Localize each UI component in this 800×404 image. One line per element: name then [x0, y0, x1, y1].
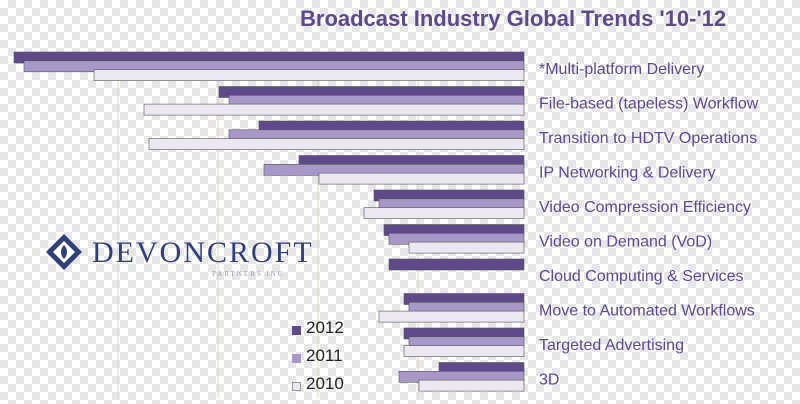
- logo-tagline: PARTNERS INC: [212, 270, 285, 278]
- logo-mark-icon: [46, 234, 82, 270]
- bar-2010-1: [143, 103, 525, 116]
- category-labels: *Multi-platform Delivery File-based (tape…: [539, 61, 759, 389]
- bars: [13, 51, 525, 392]
- logo-wordmark: DEVONCROFT: [92, 236, 314, 269]
- category-label-9: 3D: [539, 372, 559, 389]
- category-label-4: Video Compression Efficiency: [539, 199, 751, 216]
- category-label-8: Targeted Advertising: [539, 337, 684, 354]
- bar-2010-2: [148, 138, 525, 150]
- bar-2010-7: [378, 310, 525, 323]
- legend-item-2011: 2011: [292, 344, 372, 372]
- bar-2010-4: [363, 207, 525, 219]
- legend-label-2012: 2012: [306, 318, 344, 337]
- bar-2010-9: [418, 379, 525, 392]
- bar-2012-6: [388, 258, 525, 271]
- category-label-0: *Multi-platform Delivery: [539, 61, 704, 78]
- category-label-1: File-based (tapeless) Workflow: [539, 96, 759, 113]
- legend-label-2011: 2011: [306, 346, 343, 365]
- legend-item-2012: 2012: [292, 316, 372, 344]
- category-label-6: Cloud Computing & Services: [539, 268, 744, 285]
- chart-title: Broadcast Industry Global Trends '10-'12: [300, 6, 727, 31]
- category-label-7: Move to Automated Workflows: [539, 303, 755, 320]
- category-label-3: IP Networking & Delivery: [539, 165, 716, 182]
- legend-label-2010: 2010: [306, 374, 344, 393]
- bar-2010-5: [408, 241, 525, 254]
- legend-swatch-2011: [292, 354, 301, 363]
- bar-2010-8: [403, 345, 525, 357]
- category-label-2: Transition to HDTV Operations: [539, 130, 757, 147]
- legend-item-2010: 2010: [292, 372, 372, 400]
- legend-swatch-2010: [292, 382, 301, 391]
- bar-2010-3: [318, 172, 525, 185]
- legend-swatch-2012: [292, 326, 301, 335]
- bar-2010-0: [93, 69, 525, 81]
- category-label-5: Video on Demand (VoD): [539, 234, 712, 251]
- legend: 2012 2011 2010: [292, 316, 372, 400]
- devoncroft-logo: DEVONCROFT PARTNERS INC: [44, 228, 314, 278]
